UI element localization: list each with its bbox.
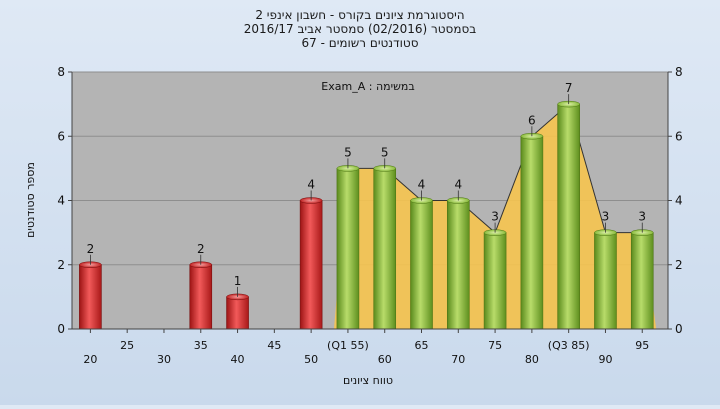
x-tick-label-12: 80 bbox=[525, 353, 539, 366]
data-label-55: 5 bbox=[344, 145, 352, 159]
bar-75 bbox=[483, 232, 507, 330]
bars-group bbox=[79, 100, 654, 330]
data-label-90: 3 bbox=[602, 210, 610, 224]
data-label-50: 4 bbox=[307, 178, 315, 192]
chart-title: היסטוגרמת ציונים בקורס - חשבון אינפי 2 ב… bbox=[244, 8, 476, 50]
bar-55 bbox=[336, 168, 360, 330]
data-label-40: 1 bbox=[234, 274, 242, 288]
y-tick-label-right-3: 6 bbox=[675, 129, 683, 143]
chart-annotation: במשימה : Exam_A bbox=[321, 80, 414, 93]
y-axis-left: 0 2 4 6 8 bbox=[57, 65, 73, 336]
x-tick-label-10: 70 bbox=[451, 353, 465, 366]
data-label-65: 4 bbox=[418, 178, 426, 192]
y-tick-label-right-4: 8 bbox=[675, 65, 683, 79]
data-label-95: 3 bbox=[638, 210, 646, 224]
bar-20 bbox=[79, 264, 102, 330]
bar-50 bbox=[299, 200, 323, 330]
bar-40 bbox=[226, 296, 249, 330]
data-labels-group: 2 2 1 4 5 5 4 4 3 6 7 3 3 bbox=[87, 81, 646, 297]
x-axis-label: טווח ציונים bbox=[343, 374, 393, 387]
x-tick-label-5: 45 bbox=[267, 339, 281, 352]
y-axis-right: 0 2 4 6 8 bbox=[667, 65, 683, 336]
x-tick-label-0: 20 bbox=[83, 353, 97, 366]
x-tick-label-3: 35 bbox=[194, 339, 208, 352]
x-tick-label-8: 60 bbox=[378, 353, 392, 366]
bar-60 bbox=[373, 168, 397, 330]
data-label-80: 6 bbox=[528, 113, 536, 127]
x-axis: 20 25 30 35 40 45 50 (Q1 55) 60 65 70 75 80 (Q3 85) 90… bbox=[72, 328, 668, 366]
x-tick-label-6: 50 bbox=[304, 353, 318, 366]
y-tick-label-left-3: 6 bbox=[57, 129, 65, 143]
x-tick-label-4: 40 bbox=[231, 353, 245, 366]
y-axis-label: מספר סטודנטים bbox=[24, 162, 37, 238]
x-tick-label-13: (Q3 85) bbox=[548, 339, 590, 352]
bar-35 bbox=[189, 264, 213, 330]
data-label-85: 7 bbox=[565, 81, 573, 95]
y-tick-label-left-2: 4 bbox=[57, 194, 65, 208]
bar-85 bbox=[557, 103, 580, 330]
bar-70 bbox=[446, 200, 470, 330]
bar-80 bbox=[520, 135, 544, 330]
bar-90 bbox=[594, 232, 617, 330]
x-tick-label-7: (Q1 55) bbox=[327, 339, 369, 352]
x-tick-label-1: 25 bbox=[120, 339, 134, 352]
bar-95 bbox=[630, 232, 654, 330]
data-label-20: 2 bbox=[87, 242, 95, 256]
y-tick-label-left-1: 2 bbox=[57, 258, 65, 272]
chart-title-line-3: סטודנטים רשומים - 67 bbox=[301, 36, 418, 50]
chart-title-line-2: בסמסטר (02/2016) סמסטר אביב 2016/17 bbox=[244, 22, 476, 36]
y-tick-label-right-2: 4 bbox=[675, 194, 683, 208]
chart-title-line-1: היסטוגרמת ציונים בקורס - חשבון אינפי 2 bbox=[255, 8, 464, 22]
data-label-70: 4 bbox=[454, 178, 462, 192]
bar-65 bbox=[410, 200, 433, 330]
y-tick-label-right-1: 2 bbox=[675, 258, 683, 272]
x-tick-label-2: 30 bbox=[157, 353, 171, 366]
y-tick-label-left-0: 0 bbox=[57, 322, 65, 336]
y-tick-label-left-4: 8 bbox=[57, 65, 65, 79]
x-tick-label-15: 95 bbox=[635, 339, 649, 352]
data-label-35: 2 bbox=[197, 242, 205, 256]
x-tick-label-11: 75 bbox=[488, 339, 502, 352]
data-label-75: 3 bbox=[491, 210, 499, 224]
x-tick-label-14: 90 bbox=[598, 353, 612, 366]
x-tick-label-9: 65 bbox=[415, 339, 429, 352]
y-tick-label-right-0: 0 bbox=[675, 322, 683, 336]
data-label-60: 5 bbox=[381, 145, 389, 159]
